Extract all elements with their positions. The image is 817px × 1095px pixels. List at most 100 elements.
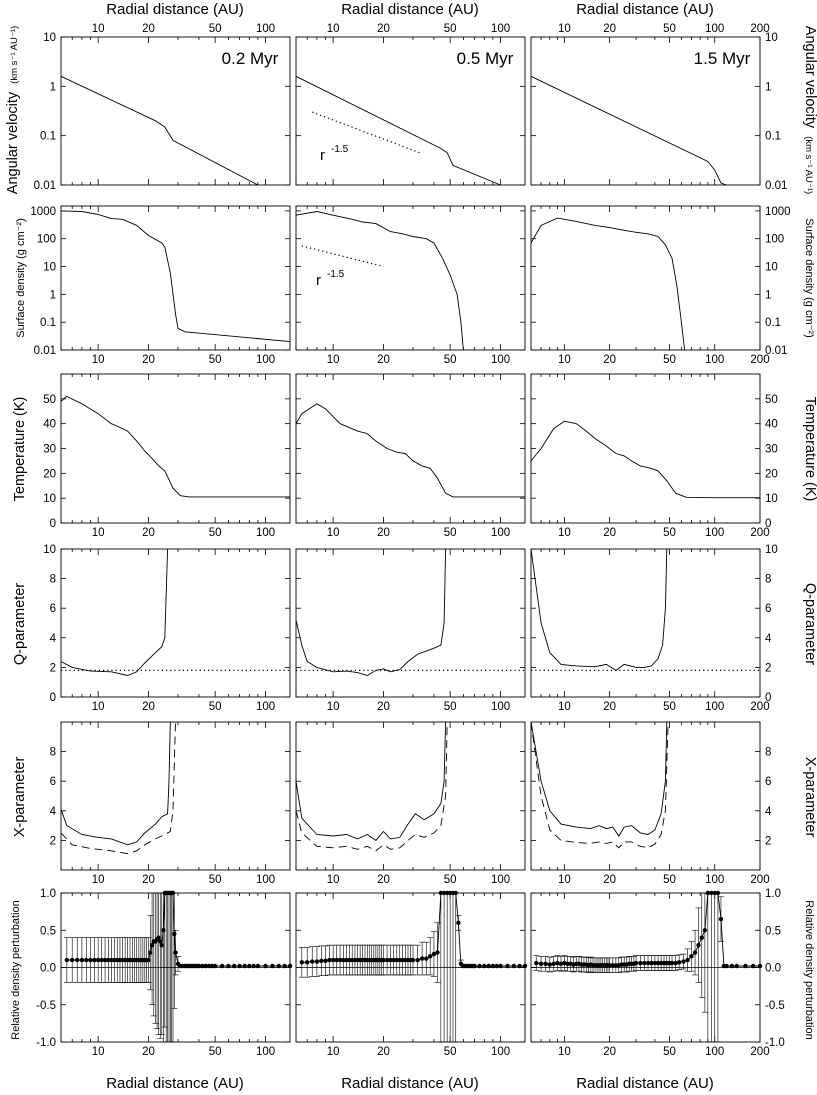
row-title-left-x: X-parameter (12, 757, 28, 838)
panel-frame-surface_density-3 (530, 205, 761, 351)
y-tick-label-right: 1.0 (765, 888, 781, 900)
x-tick-label: 20 (142, 23, 155, 35)
row-title-left-temperature: Temperature (K) (12, 397, 28, 502)
y-tick-label-right: 0.0 (765, 963, 781, 975)
x-tick-label: 10 (327, 1046, 340, 1058)
x-tick-label: 100 (705, 354, 724, 366)
x-tick-label: 20 (603, 1046, 616, 1058)
data-point (472, 963, 477, 969)
data-point (649, 960, 654, 966)
x-parameter-dashed-2 (295, 721, 448, 852)
angular-title-right: Angular velocity (802, 26, 817, 129)
slope-label-surface: r (316, 272, 321, 289)
data-point (534, 960, 539, 966)
y-tick-label-left: 0 (50, 518, 56, 530)
bottom-axis-titles: Radial distance (AU) Radial distance (AU… (106, 1075, 714, 1092)
y-tick-label-left: 10 (43, 262, 56, 274)
data-point (435, 950, 440, 955)
x-tick-label: 100 (256, 527, 275, 539)
x-tick-label: 50 (444, 701, 457, 713)
data-point (232, 963, 237, 969)
panel-frame-temperature-1 (60, 373, 291, 524)
row-title-right-q: Q-parameter (802, 583, 817, 665)
data-point (237, 963, 242, 969)
y-tick-label-left: -0.5 (36, 1000, 56, 1012)
data-point (685, 957, 690, 963)
x-tick-label: 20 (377, 354, 390, 366)
x-tick-label: 20 (142, 527, 155, 539)
data-point (743, 963, 748, 969)
data-point (305, 960, 310, 965)
data-point (92, 957, 97, 963)
row-title-right-relative: Relative density perturbation (803, 900, 815, 1039)
slope-exponent-angular: -1.5 (331, 144, 349, 155)
data-point (438, 890, 444, 896)
y-tick-label-right: 1 (765, 81, 771, 93)
data-point (203, 963, 209, 969)
y-tick-label-left: 1 (50, 289, 56, 301)
data-point (299, 960, 305, 965)
x-tick-label: 100 (705, 23, 724, 35)
y-tick-label-right: 20 (765, 468, 778, 480)
y-tick-label-left: 50 (43, 394, 56, 406)
y-tick-label-left: 4 (50, 633, 57, 645)
data-point (522, 963, 528, 969)
x-tick-label: 100 (491, 354, 510, 366)
y-tick-label-right: 100 (765, 234, 784, 246)
x-tick-label: 20 (377, 701, 390, 713)
data-point (477, 963, 482, 969)
angular-unit-left: (km s⁻¹ AU⁻¹) (9, 26, 20, 84)
top-axis-title-3: Radial distance (AU) (576, 1, 714, 18)
slope-annotation-angular: r -1.5 (320, 144, 349, 164)
data-point (200, 963, 205, 969)
data-point (242, 963, 247, 969)
data-point (538, 961, 544, 966)
surface_density-series-1 (60, 210, 291, 343)
y-tick-label-left: 1000 (30, 206, 56, 218)
y-tick-label-left: 6 (50, 776, 56, 788)
x-tick-label: 200 (750, 354, 769, 366)
x-tick-label: 20 (377, 527, 390, 539)
y-tick-label-left: 0.01 (34, 345, 56, 357)
data-point (158, 939, 163, 944)
x-tick-label: 20 (142, 1046, 155, 1058)
x-tick-label: 100 (705, 701, 724, 713)
data-point (715, 890, 721, 896)
top-axis-titles: Radial distance (AU) Radial distance (AU… (106, 1, 714, 18)
data-point (159, 942, 164, 948)
left-row-titles: Angular velocity (km s⁻¹ AU⁻¹) Surface d… (5, 26, 28, 1040)
data-point (547, 962, 552, 967)
y-tick-label-right: 0.01 (765, 180, 787, 192)
data-point (718, 916, 724, 922)
data-point (750, 963, 756, 969)
data-point (282, 963, 287, 969)
data-point (70, 957, 75, 963)
data-point (149, 942, 155, 948)
panel-frame-temperature-2 (295, 373, 526, 524)
y-tick-label-right: 0.1 (765, 131, 781, 143)
slope-exponent-surface: -1.5 (327, 269, 345, 280)
y-tick-label-right: 30 (765, 444, 778, 456)
x-tick-label: 100 (705, 874, 724, 886)
x-tick-label: 10 (327, 354, 340, 366)
data-point (341, 957, 346, 963)
x-tick-label: 10 (327, 874, 340, 886)
data-point (95, 957, 101, 963)
data-point (287, 963, 293, 969)
data-point (384, 957, 390, 963)
angular_velocity-series-3 (530, 75, 727, 186)
right-row-titles: Angular velocity (km s⁻¹ AU⁻¹) Surface d… (802, 26, 817, 1040)
data-point (689, 954, 694, 959)
x-tick-label: 200 (750, 527, 769, 539)
data-point (633, 960, 639, 966)
data-point (64, 957, 70, 963)
angular_velocity-slope-line (311, 111, 421, 154)
x-tick-label: 100 (256, 874, 275, 886)
x-tick-label: 20 (603, 354, 616, 366)
data-point (673, 960, 678, 966)
y-tick-label-left: 1.0 (40, 888, 56, 900)
x-tick-label: 20 (377, 23, 390, 35)
y-tick-label-right: 8 (765, 574, 771, 586)
data-point (247, 963, 252, 969)
data-point (699, 935, 704, 940)
